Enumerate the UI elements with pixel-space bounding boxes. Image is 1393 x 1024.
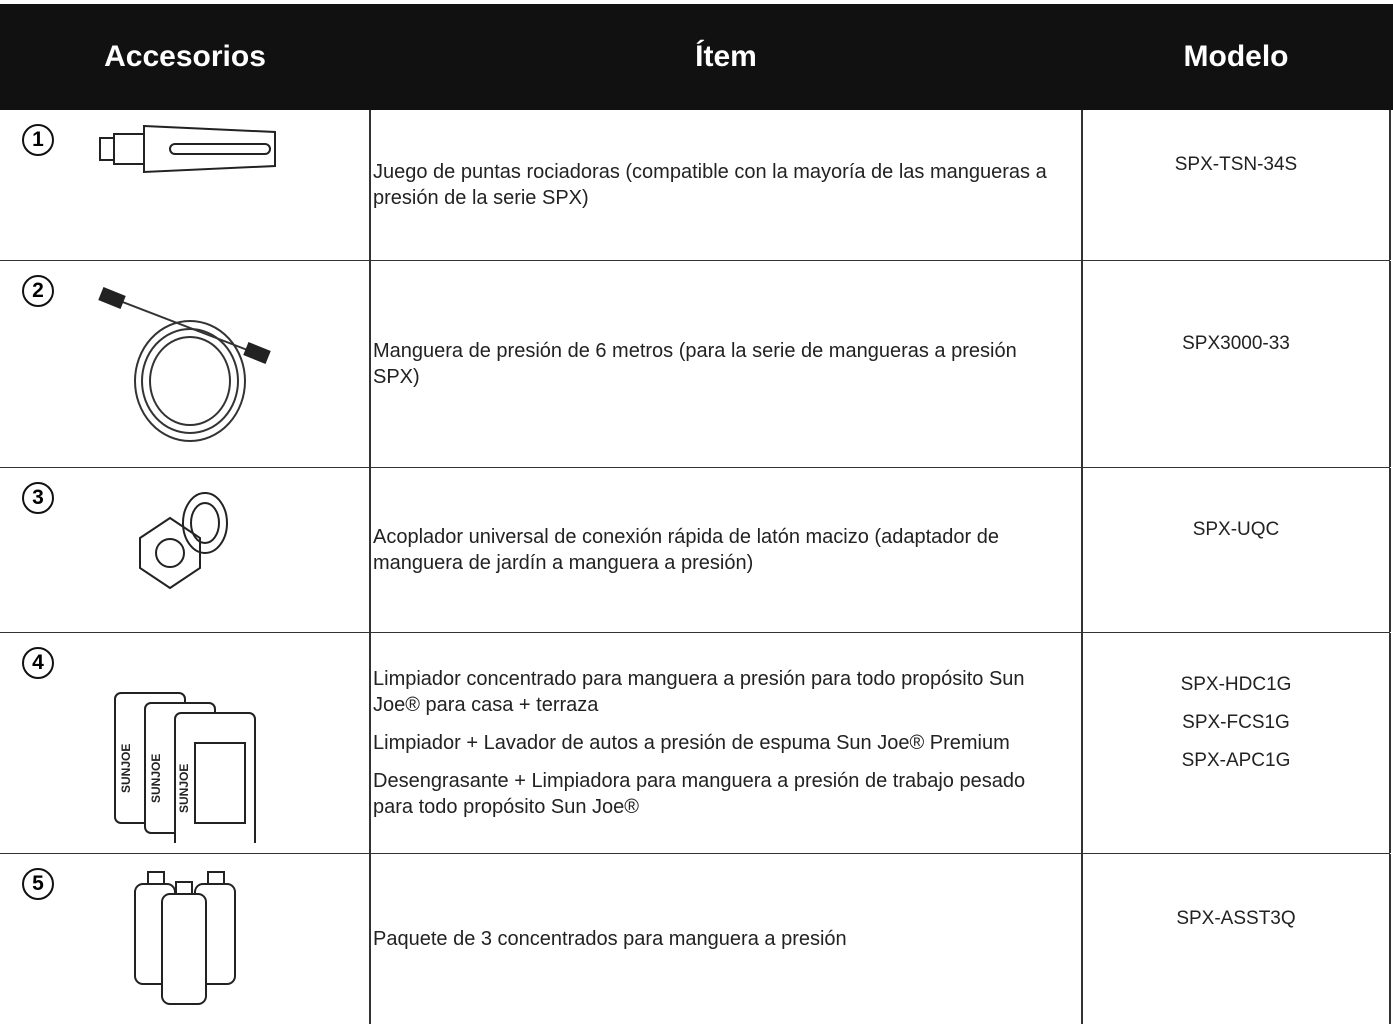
model-text: SPX-APC1G xyxy=(1181,750,1291,771)
item-text: Paquete de 3 concentrados para manguera … xyxy=(373,928,847,950)
header-band xyxy=(0,4,1393,110)
model-text: SPX-TSN-34S xyxy=(1174,154,1298,175)
icon xyxy=(134,871,236,1005)
svg-text:SUNJOE: SUNJOE xyxy=(149,754,163,803)
model-text: SPX-ASST3Q xyxy=(1176,908,1296,929)
column-divider xyxy=(1081,633,1083,853)
model-list: SPX-UQC xyxy=(1082,468,1390,632)
column-divider xyxy=(369,110,371,260)
column-divider xyxy=(1081,261,1083,467)
item-descriptions: Acoplador universal de conexión rápida d… xyxy=(373,468,1063,632)
icon xyxy=(98,287,271,442)
column-divider xyxy=(1081,854,1083,1024)
svg-text:SUNJOE: SUNJOE xyxy=(119,744,133,793)
model-list: SPX-HDC1G SPX-FCS1G SPX-APC1G xyxy=(1082,633,1390,853)
column-divider xyxy=(1081,110,1083,260)
header-cell: Modelo xyxy=(1183,40,1289,73)
model-text: SPX-HDC1G xyxy=(1180,674,1292,695)
column-divider xyxy=(1389,854,1391,1024)
column-divider xyxy=(1389,261,1391,467)
column-divider xyxy=(1389,110,1391,260)
table-row: 3 Acoplador universal de conexión rápida … xyxy=(0,468,1391,633)
table-row: 1 Juego de puntas rociadoras (compatible … xyxy=(0,110,1391,261)
item-descriptions: Limpiador concentrado para manguera a pr… xyxy=(373,633,1063,853)
model-text: SPX3000-33 xyxy=(1182,333,1290,354)
item-number: 5 xyxy=(22,868,54,900)
column-divider xyxy=(1081,468,1083,632)
column-divider xyxy=(1389,633,1391,853)
item-text: Limpiador concentrado para manguera a pr… xyxy=(373,668,1025,716)
column-divider xyxy=(369,633,371,853)
model-text: SPX-FCS1G xyxy=(1182,712,1290,733)
table-row: 5 Paquete de 3 concentrados para manguera… xyxy=(0,854,1391,1024)
item-descriptions: Manguera de presión de 6 metros (para la… xyxy=(373,261,1063,467)
column-divider xyxy=(369,854,371,1024)
model-text: SPX-UQC xyxy=(1192,519,1280,540)
table-row: SUNJOE SUNJOE SUNJOE 4 Limpiador concentrad… xyxy=(0,633,1391,854)
item-descriptions: Paquete de 3 concentrados para manguera … xyxy=(373,854,1063,1024)
column-divider xyxy=(1389,468,1391,632)
item-text: Limpiador + Lavador de autos a presión d… xyxy=(373,732,1010,754)
item-number: 4 xyxy=(22,647,54,679)
icon: SUNJOE SUNJOE SUNJOE xyxy=(114,692,256,843)
column-divider xyxy=(369,468,371,632)
item-text: Manguera de presión de 6 metros (para la… xyxy=(373,340,1017,388)
model-list: SPX3000-33 xyxy=(1082,261,1390,467)
header-cell: Ítem xyxy=(695,40,757,73)
item-descriptions: Juego de puntas rociadoras (compatible c… xyxy=(373,110,1063,260)
model-list: SPX-ASST3Q xyxy=(1082,854,1390,1024)
icon xyxy=(99,124,276,174)
item-number: 3 xyxy=(22,482,54,514)
svg-text:SUNJOE: SUNJOE xyxy=(177,764,191,813)
header-cell: Accesorios xyxy=(104,40,266,73)
item-text: Acoplador universal de conexión rápida d… xyxy=(373,526,999,574)
model-list: SPX-TSN-34S xyxy=(1082,110,1390,260)
icon xyxy=(139,492,228,590)
item-number: 1 xyxy=(22,124,54,156)
item-text: Juego de puntas rociadoras (compatible c… xyxy=(373,161,1047,209)
table-row: 2 Manguera de presión de 6 metros (para l… xyxy=(0,261,1391,468)
item-number: 2 xyxy=(22,275,54,307)
item-text: Desengrasante + Limpiadora para manguera… xyxy=(373,770,1026,818)
column-divider xyxy=(369,261,371,467)
